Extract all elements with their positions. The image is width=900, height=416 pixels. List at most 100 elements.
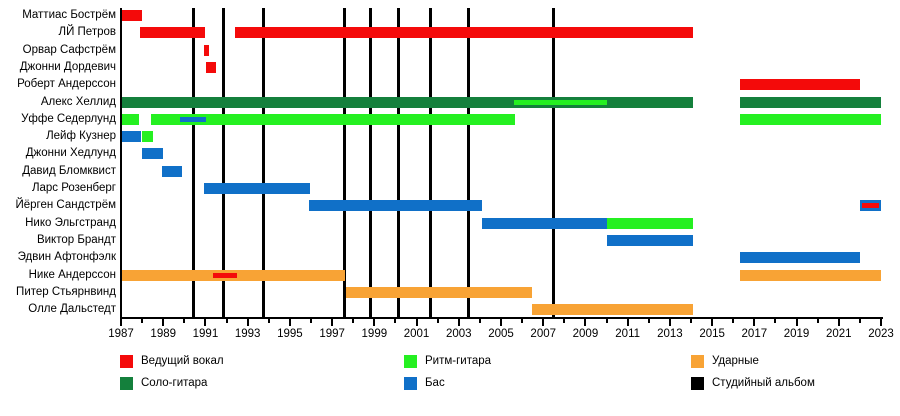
timeline-bar-lead_vocals — [140, 27, 206, 39]
x-axis-year-label: 2019 — [783, 328, 810, 340]
studio-album-line — [368, 8, 372, 317]
x-axis-year-label: 2003 — [445, 328, 472, 340]
member-label: Алекс Хеллид — [40, 95, 116, 108]
timeline-bar-bass — [739, 252, 860, 264]
member-label: Олле Дальстедт — [28, 303, 116, 316]
timeline-overlay-lead_vocals — [862, 203, 879, 209]
legend-swatch-lead_vocals — [120, 355, 133, 368]
legend-label-rhythm_guitar: Ритм-гитара — [425, 355, 492, 367]
timeline-bar-drums — [345, 286, 532, 298]
x-axis-tick — [310, 319, 312, 323]
x-axis-line — [120, 317, 883, 319]
legend-swatch-bass — [404, 377, 417, 390]
y-axis-line — [120, 8, 122, 318]
x-axis-year-label: 1987 — [108, 328, 134, 340]
x-axis-tick — [120, 319, 122, 326]
legend-swatch-album — [691, 377, 704, 390]
x-axis-tick — [394, 319, 397, 323]
x-axis-tick — [204, 319, 207, 326]
x-axis-year-label: 2013 — [657, 328, 683, 340]
timeline-bar-bass — [308, 200, 482, 212]
timeline-bar-lead_guitar — [122, 96, 694, 108]
x-axis-tick — [331, 319, 334, 326]
timeline-bar-lead_guitar — [739, 96, 881, 108]
timeline-bar-rhythm_guitar — [150, 113, 515, 125]
x-axis-tick — [668, 319, 671, 326]
legend-label-lead_vocals: Ведущий вокал — [141, 355, 224, 367]
x-axis-tick — [858, 319, 861, 323]
x-axis-tick — [837, 319, 840, 326]
legend-swatch-rhythm_guitar — [404, 355, 417, 368]
x-axis-tick — [626, 319, 629, 326]
x-axis-year-label: 2007 — [530, 328, 557, 340]
x-axis-tick — [415, 319, 418, 326]
x-axis-tick — [774, 319, 777, 323]
x-axis-year-label: 2023 — [868, 328, 894, 340]
x-axis-tick — [183, 319, 186, 323]
x-axis-tick — [753, 319, 756, 326]
x-axis-year-label: 2017 — [741, 328, 768, 340]
x-axis-tick — [352, 319, 355, 323]
x-axis-tick — [711, 319, 714, 326]
member-label: Виктор Брандт — [36, 233, 116, 246]
x-axis-tick — [647, 319, 650, 323]
timeline-bar-rhythm_guitar — [141, 131, 153, 143]
x-axis-tick — [436, 319, 439, 323]
x-axis-tick — [162, 319, 165, 326]
member-label: ЛЙ Петров — [58, 26, 116, 39]
timeline-bar-lead_vocals — [739, 79, 860, 91]
x-axis-tick — [141, 319, 144, 323]
member-label: Орвар Сафстрём — [22, 43, 116, 56]
x-axis-tick — [225, 319, 228, 323]
x-axis-year-label: 2001 — [403, 328, 430, 340]
member-label: Йёрген Сандстрём — [15, 199, 116, 212]
member-label: Лейф Кузнер — [46, 130, 116, 143]
x-axis-year-label: 2009 — [572, 328, 599, 340]
member-label: Питер Стьярнвинд — [16, 285, 116, 298]
timeline-bar-bass — [203, 183, 310, 194]
x-axis-tick — [500, 319, 502, 326]
timeline-bar-lead_vocals — [204, 44, 209, 56]
x-axis-tick — [605, 319, 608, 323]
member-label: Джонни Дордевич — [19, 60, 116, 73]
timeline-bar-lead_vocals — [235, 27, 694, 39]
x-axis-tick — [563, 319, 566, 323]
member-label: Нико Эльгстранд — [25, 216, 116, 229]
legend-label-bass: Бас — [425, 377, 445, 389]
timeline-bar-bass — [162, 165, 183, 177]
timeline-bar-drums — [531, 304, 694, 316]
timeline-overlay-bass — [180, 116, 207, 122]
timeline-overlay-rhythm_guitar — [513, 99, 607, 105]
studio-album-line — [343, 8, 347, 317]
x-axis-tick — [521, 319, 524, 323]
studio-album-line — [428, 8, 432, 317]
x-axis-tick — [542, 319, 545, 326]
x-axis-year-label: 2021 — [825, 328, 852, 340]
member-label: Маттиас Бострём — [22, 9, 116, 21]
timeline-bar-bass — [122, 131, 142, 143]
x-axis-tick — [288, 319, 291, 326]
x-axis-year-label: 1989 — [150, 328, 177, 340]
timeline-bar-lead_vocals — [205, 61, 216, 73]
timeline-bar-bass — [606, 234, 694, 246]
x-axis-tick — [457, 319, 460, 326]
x-axis-year-label: 2011 — [615, 328, 641, 340]
x-axis-year-label: 1997 — [319, 328, 345, 340]
x-axis-year-label: 2005 — [488, 328, 514, 340]
x-axis-tick — [373, 319, 376, 326]
legend-label-lead_guitar: Соло-гитара — [141, 377, 208, 389]
legend-label-album: Студийный альбом — [712, 377, 815, 389]
x-axis-tick — [732, 319, 735, 323]
x-axis-tick — [267, 319, 270, 323]
x-axis-tick — [795, 319, 798, 326]
x-axis-year-label: 2015 — [699, 328, 725, 340]
timeline-overlay-lead_vocals — [212, 272, 238, 278]
legend-label-drums: Ударные — [712, 355, 759, 367]
member-label: Эдвин Афтонфэлк — [17, 251, 116, 264]
timeline-bar-bass — [141, 148, 164, 160]
studio-album-line — [192, 8, 196, 317]
x-axis-year-label: 1999 — [361, 328, 388, 340]
x-axis-tick — [690, 319, 692, 323]
x-axis-year-label: 1995 — [277, 328, 303, 340]
member-label: Уффе Седерлунд — [21, 112, 116, 125]
